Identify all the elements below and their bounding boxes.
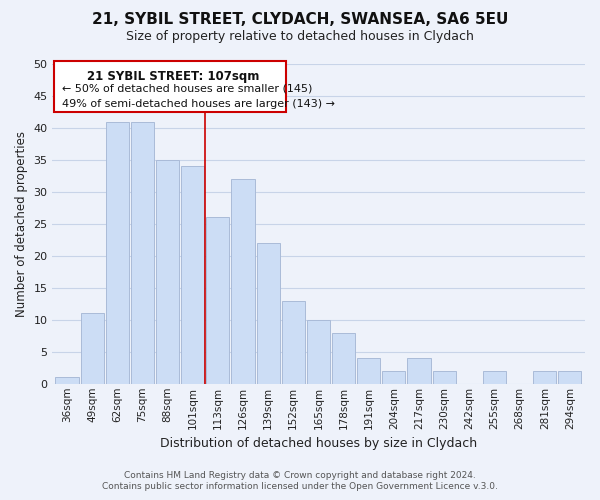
Text: 21, SYBIL STREET, CLYDACH, SWANSEA, SA6 5EU: 21, SYBIL STREET, CLYDACH, SWANSEA, SA6 …: [92, 12, 508, 28]
Text: ← 50% of detached houses are smaller (145): ← 50% of detached houses are smaller (14…: [62, 84, 312, 94]
Bar: [206, 218, 229, 384]
Bar: [257, 243, 280, 384]
Bar: [382, 371, 406, 384]
Bar: [232, 179, 254, 384]
Bar: [181, 166, 204, 384]
Bar: [407, 358, 431, 384]
Text: Size of property relative to detached houses in Clydach: Size of property relative to detached ho…: [126, 30, 474, 43]
Bar: [55, 378, 79, 384]
Bar: [131, 122, 154, 384]
Text: Contains HM Land Registry data © Crown copyright and database right 2024.: Contains HM Land Registry data © Crown c…: [124, 471, 476, 480]
Text: Contains public sector information licensed under the Open Government Licence v.: Contains public sector information licen…: [102, 482, 498, 491]
Bar: [156, 160, 179, 384]
Bar: [483, 371, 506, 384]
Bar: [433, 371, 456, 384]
Bar: [357, 358, 380, 384]
Bar: [533, 371, 556, 384]
Text: 49% of semi-detached houses are larger (143) →: 49% of semi-detached houses are larger (…: [62, 98, 335, 108]
Text: 21 SYBIL STREET: 107sqm: 21 SYBIL STREET: 107sqm: [88, 70, 260, 83]
X-axis label: Distribution of detached houses by size in Clydach: Distribution of detached houses by size …: [160, 437, 477, 450]
Bar: [80, 314, 104, 384]
Bar: [559, 371, 581, 384]
Bar: [282, 300, 305, 384]
Bar: [307, 320, 330, 384]
Y-axis label: Number of detached properties: Number of detached properties: [15, 131, 28, 317]
Bar: [106, 122, 129, 384]
Bar: [332, 332, 355, 384]
